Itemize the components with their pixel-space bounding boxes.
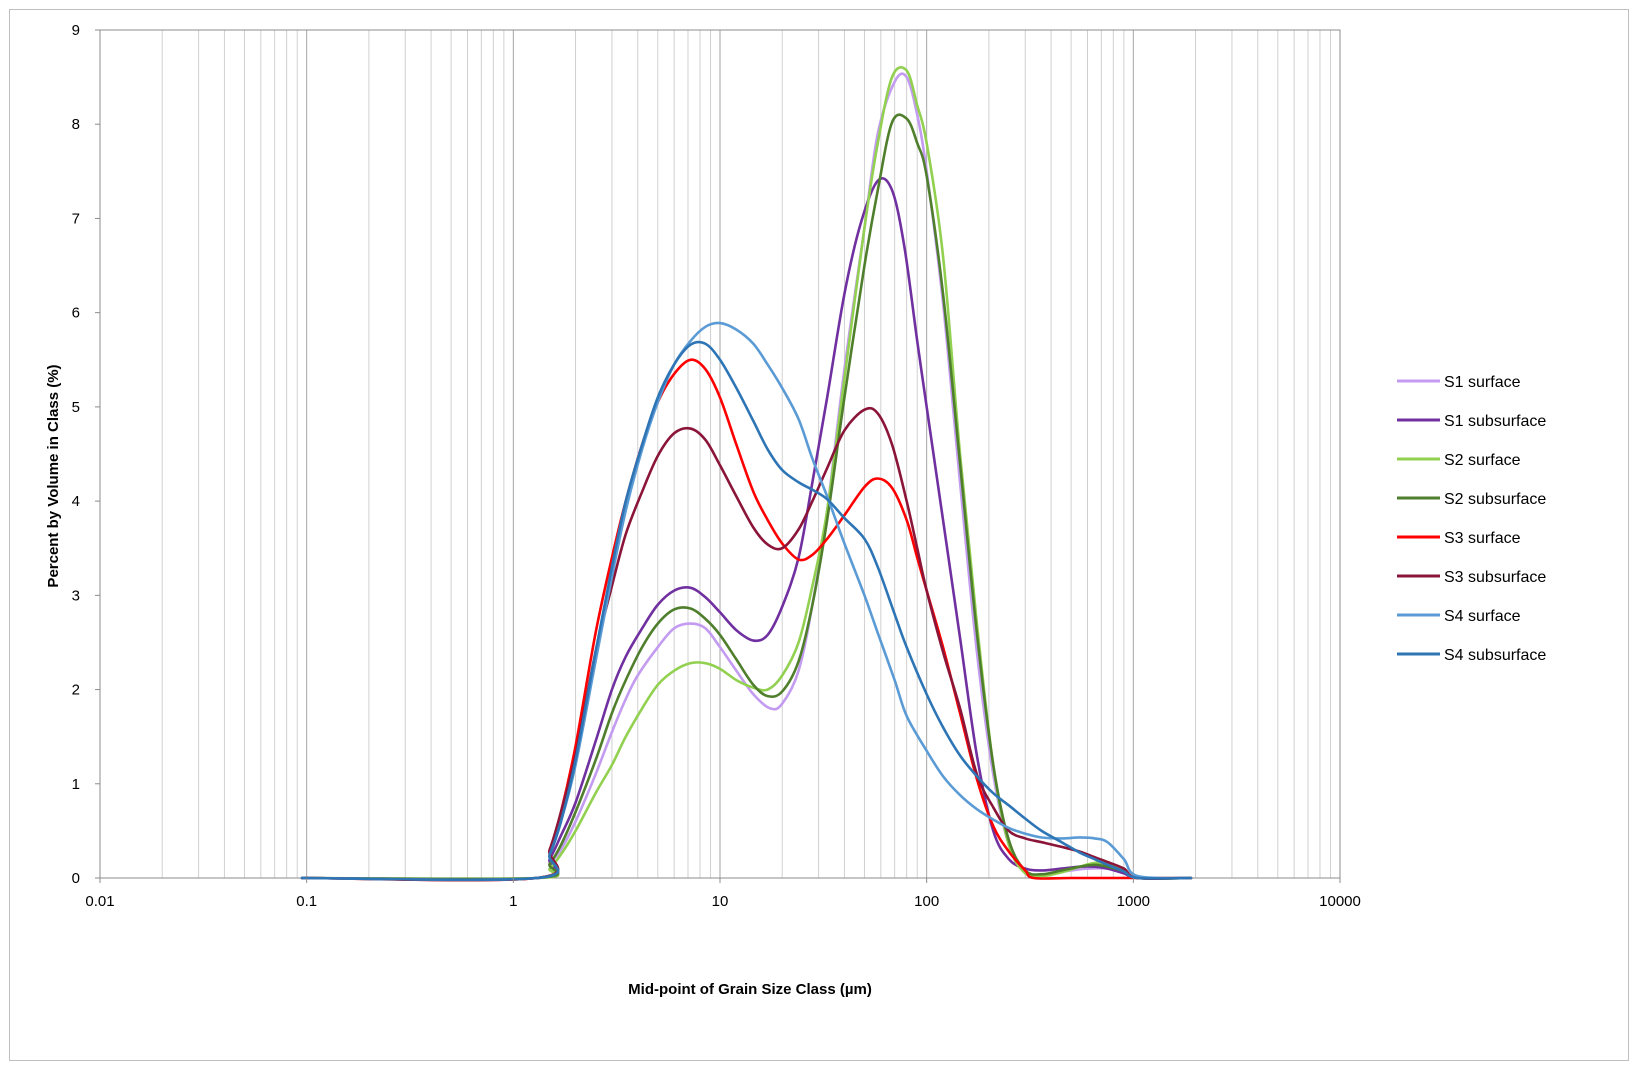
x-tick-label: 10 [712,893,729,910]
legend-label-s4-surface: S4 surface [1444,608,1521,625]
series-line-s2-subsurface [300,113,1193,881]
series-line-s3-surface [300,358,1193,882]
y-tick-label: 9 [72,22,80,39]
x-tick-label: 1000 [1117,893,1150,910]
x-tick-label: 1 [509,893,517,910]
legend-label-s3-surface: S3 surface [1444,530,1521,547]
y-tick-label: 2 [72,682,80,699]
y-tick-label: 4 [72,493,80,510]
y-tick-label: 6 [72,305,80,322]
series-line-s1-subsurface [300,177,1193,881]
x-tick-labels: 0.01 0.1 1 10 100 1000 10000 [85,878,1361,910]
y-tick-labels: 0 1 2 3 4 5 6 7 8 9 [72,22,100,887]
grid-lines [161,30,1332,878]
y-tick-label: 5 [72,399,80,416]
legend-label-s4-subsurface: S4 subsurface [1444,647,1546,664]
y-tick-label: 8 [72,116,80,133]
x-tick-label: 0.01 [85,893,114,910]
legend-label-s1-subsurface: S1 subsurface [1444,413,1546,430]
x-axis-title: Mid-point of Grain Size Class (µm) [628,981,872,998]
y-tick-label: 3 [72,587,80,604]
series-line-s3-subsurface [300,406,1193,882]
y-tick-label: 0 [72,870,80,887]
y-tick-label: 7 [72,210,80,227]
series-lines [300,66,1193,882]
legend-label-s1-surface: S1 surface [1444,374,1521,391]
legend-label-s2-surface: S2 surface [1444,452,1521,469]
legend: S1 surface S1 subsurface S2 surface S2 subs… [1397,374,1546,664]
x-tick-label: 0.1 [296,893,317,910]
series-line-s4-surface [300,321,1193,882]
legend-label-s3-subsurface: S3 subsurface [1444,569,1546,586]
y-tick-label: 1 [72,776,80,793]
x-tick-label: 100 [914,893,939,910]
series-line-s4-subsurface [300,340,1193,882]
x-tick-label: 10000 [1319,893,1361,910]
y-axis-title: Percent by Volume in Class (%) [45,364,62,587]
legend-label-s2-subsurface: S2 subsurface [1444,491,1546,508]
